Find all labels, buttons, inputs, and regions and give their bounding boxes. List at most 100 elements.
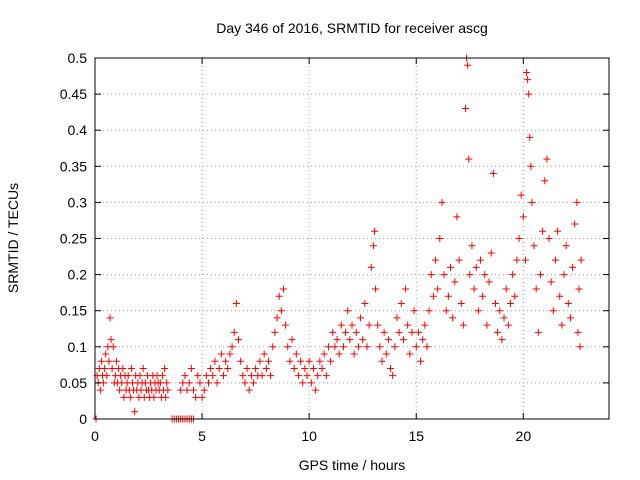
data-point [408,328,416,336]
y-tick-label: 0.3 [68,194,88,210]
data-point [139,364,147,372]
data-point [187,364,195,372]
y-tick-label: 0.2 [68,267,88,283]
data-point [339,343,347,351]
data-point [222,357,230,365]
data-point [205,379,213,387]
y-tick-label: 0.15 [60,303,87,319]
data-point [509,271,517,279]
data-point [525,90,533,98]
data-point [511,292,519,300]
data-point [549,307,557,315]
data-point [498,336,506,344]
data-point [564,299,572,307]
data-point [479,292,487,300]
data-point [534,328,542,336]
data-point [462,105,470,113]
data-point [459,321,467,329]
data-point [526,133,534,141]
data-point [527,162,535,170]
data-point [485,278,493,286]
data-point [217,350,225,358]
data-point [483,321,491,329]
data-point [342,328,350,336]
data-point [521,256,529,264]
data-point [489,170,497,178]
data-point [455,256,463,264]
y-tick-label: 0.4 [68,122,88,138]
x-tick-label: 0 [91,428,99,444]
data-point [105,357,113,365]
data-point [183,386,191,394]
data-point [316,357,324,365]
data-point [230,328,238,336]
data-point [519,213,527,221]
data-point [297,357,305,365]
data-point [577,256,585,264]
data-point [284,343,292,351]
data-point [528,198,536,206]
data-point [380,328,388,336]
data-point [532,285,540,293]
data-point [241,379,249,387]
data-point [365,321,373,329]
data-point [126,393,134,401]
data-point [119,364,127,372]
data-point [354,343,362,351]
data-point [367,263,375,271]
data-point [243,364,251,372]
data-point [307,379,315,387]
y-tick-label: 0.35 [60,158,87,174]
data-point [391,343,399,351]
data-point [100,379,108,387]
data-point [220,372,227,380]
data-point [481,271,489,279]
data-point [573,198,581,206]
data-point [352,328,360,336]
data-point [423,343,431,351]
data-point [124,372,132,380]
data-point [305,357,313,365]
data-point [331,343,339,351]
data-point [447,263,455,271]
data-point [299,379,307,387]
data-point [370,227,378,235]
y-tick-label: 0.25 [60,231,87,247]
data-point [558,321,566,329]
data-point [320,350,328,358]
data-point [395,328,403,336]
data-point [417,357,425,365]
data-point [506,299,514,307]
data-point [200,386,208,394]
data-point [357,314,365,322]
data-point [312,386,320,394]
data-point [536,271,544,279]
data-point [97,357,105,365]
x-tick-label: 5 [198,428,206,444]
data-point [260,350,268,358]
data-point [275,292,283,300]
x-tick-label: 10 [301,428,317,444]
data-point [464,61,472,69]
data-point [209,372,217,380]
data-point [252,364,260,372]
data-point [337,321,345,329]
y-axis-label: SRMTID / TECUs [5,183,21,293]
data-point [213,379,221,387]
data-point [414,328,422,336]
data-point [282,321,290,329]
data-point [267,372,275,380]
data-point [384,336,392,344]
data-point [410,307,418,315]
y-tick-label: 0.45 [60,86,87,102]
data-point [96,386,104,394]
data-point [156,379,164,387]
data-point [406,350,414,358]
data-point [346,336,354,344]
data-point [470,285,478,293]
data-point [163,379,171,387]
data-point [361,299,369,307]
data-point [286,357,294,365]
data-point [571,220,579,228]
data-point [192,393,200,401]
